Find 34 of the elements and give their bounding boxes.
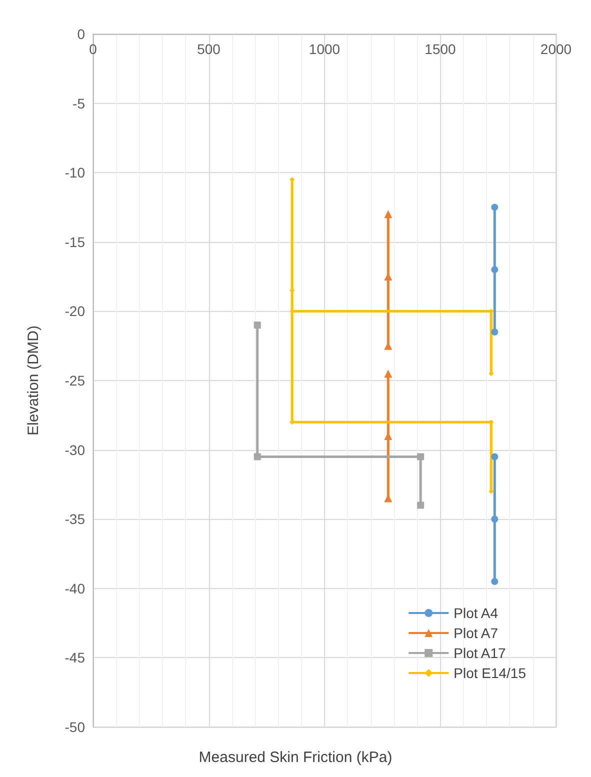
point: [491, 266, 498, 274]
point: [491, 516, 498, 523]
point: [384, 210, 392, 218]
x-tick-label: 0: [89, 41, 98, 57]
y-tick-label: -35: [64, 511, 86, 528]
y-tick-label: -5: [72, 95, 86, 112]
y-tick-label: -25: [64, 372, 86, 388]
point: [491, 578, 498, 585]
legend-label: Plot A4: [454, 605, 498, 621]
legend-label: Plot A17: [454, 645, 506, 661]
point: [384, 370, 392, 378]
legend-label: Plot A7: [454, 625, 498, 641]
x-tick-label: 1500: [424, 41, 456, 57]
x-tick-label: 500: [197, 41, 221, 57]
y-axis-title: Elevation (DMD): [25, 325, 42, 436]
y-tick-label: -30: [64, 442, 86, 458]
y-tick-label: -20: [64, 303, 86, 320]
point: [417, 502, 424, 509]
y-tick-label: -50: [64, 719, 86, 735]
point: [491, 453, 498, 460]
y-tick-label: -10: [64, 164, 86, 181]
point: [491, 204, 498, 211]
x-tick-label: 1000: [308, 41, 340, 57]
y-tick-label: -15: [64, 234, 86, 250]
point: [254, 453, 261, 460]
y-tick-label: -40: [64, 580, 86, 596]
x-tick-label: 2000: [540, 41, 572, 57]
y-tick-label: 0: [77, 26, 86, 42]
point: [417, 453, 424, 460]
point: [254, 322, 261, 329]
legend-label: Plot E14/15: [454, 665, 526, 681]
point: [491, 328, 498, 336]
y-tick-label: -45: [64, 650, 86, 666]
x-axis-title: Measured Skin Friction (kPa): [198, 749, 392, 766]
